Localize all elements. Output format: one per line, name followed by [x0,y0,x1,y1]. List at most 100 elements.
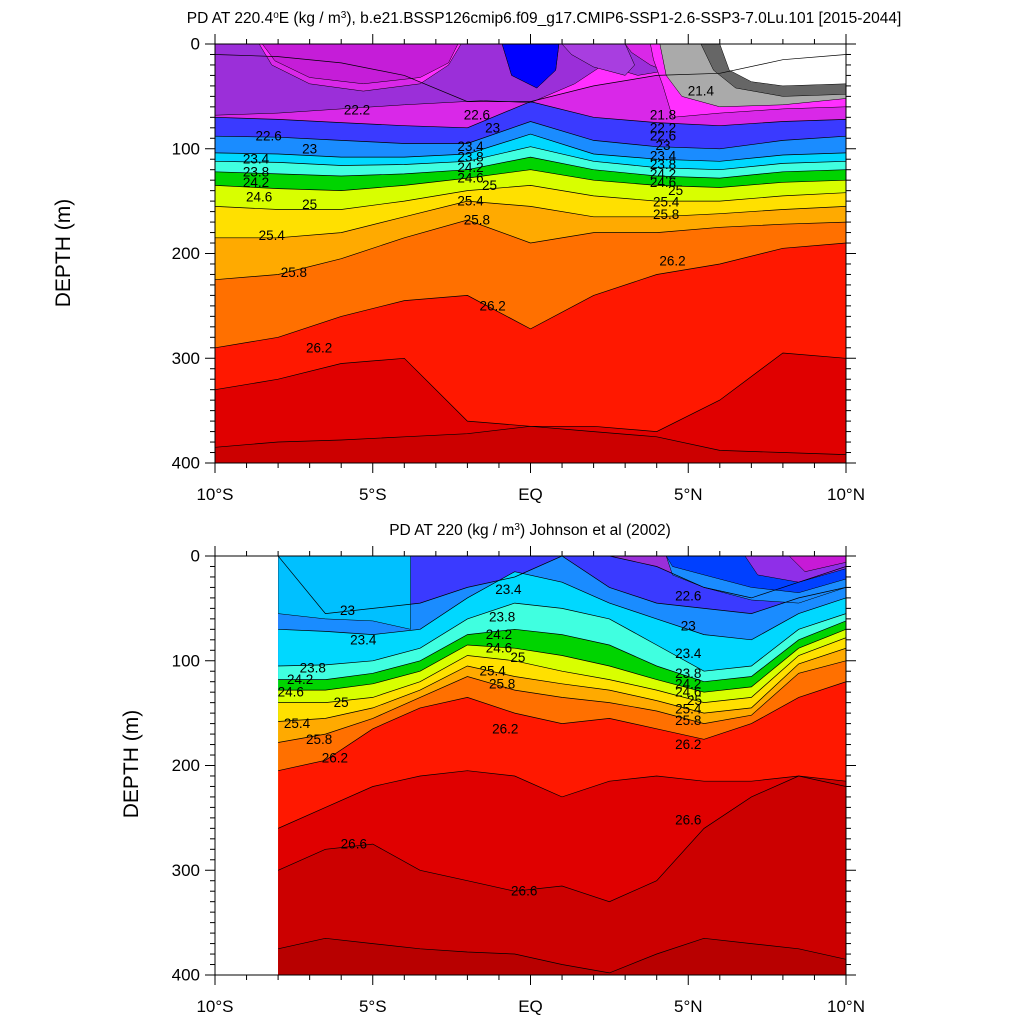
isopycnal-line [278,681,847,772]
isopycnal-line [215,242,846,349]
x-tick-label: 5°N [674,997,703,1016]
contour-label: 23.8 [489,609,515,624]
contour-label: 25 [510,650,525,665]
surface-region [261,44,459,85]
contour-band-27-2 [278,938,847,975]
y-tick-label: 200 [172,756,200,775]
isopycnal-line [278,660,847,743]
contour-label: 24.2 [650,166,676,181]
y-tick-label: 400 [172,966,200,985]
contour-label: 26.2 [322,751,348,766]
surface-region [561,44,635,76]
surface-region [719,44,846,87]
contour-label: 25.4 [653,195,680,210]
contour-label: 24.6 [278,685,304,700]
isopycnal-line [215,219,846,281]
contour-label: 26.2 [675,737,701,752]
y-tick-label: 300 [172,349,200,368]
contour-label: 24.2 [243,175,269,190]
isopycnal-line [215,169,846,191]
x-tick-label: 5°S [359,485,387,504]
contour-label: 21.8 [650,108,676,123]
isopycnal-line [278,775,847,903]
contour-label: 25.4 [284,716,311,731]
contour-label: 26.6 [341,837,367,852]
isopycnal-line [278,620,847,683]
contour-label: 22.6 [675,588,701,603]
panel-title: PD AT 220 (kg / m3) Johnson et al (2002) [389,522,671,540]
contour-label: 25.8 [464,212,490,227]
contour-label: 25.8 [281,265,307,280]
contour-label: 23.8 [650,157,676,172]
contour-label: 24.6 [457,171,483,186]
y-tick-label: 400 [172,454,200,473]
x-tick-label: 5°S [359,997,387,1016]
contour-label: 26.2 [479,298,505,313]
plot-area: 2323.423.824.224.62525.425.826.226.623.4… [172,546,865,1016]
contour-label: 24.6 [486,641,512,656]
y-tick-label: 100 [172,651,200,670]
contour-label: 25 [302,197,317,212]
y-tick-label: 100 [172,139,200,158]
panel-observed: PD AT 220 (kg / m3) Johnson et al (2002)… [120,522,865,1017]
contour-label: 26.6 [675,812,701,827]
contour-label: 23 [485,120,500,135]
contour-label: 23.8 [243,164,269,179]
contour-label: 23.8 [457,150,483,165]
isopycnal-line [278,556,847,614]
isopycnal-line [278,556,847,599]
x-tick-label: 10°N [827,485,865,504]
contour-label: 26.6 [511,884,537,899]
x-tick-label: 5°N [674,485,703,504]
y-tick-label: 200 [172,244,200,263]
contour-label: 23.4 [350,632,377,647]
y-tick-label: 0 [191,35,200,54]
isopycnal-line [215,185,846,210]
contour-label: 23 [302,141,317,156]
contour-label: 25.8 [306,732,332,747]
surface-region [278,556,411,630]
contour-label: 25.4 [457,194,484,209]
contour-label: 25.8 [675,713,701,728]
contour-label: 21.4 [688,84,715,99]
contour-label: 25 [334,695,349,710]
contour-label: 25.8 [489,676,515,691]
isopycnal-line [215,146,846,171]
y-tick-label: 0 [191,547,200,566]
y-axis-title: DEPTH (m) [52,199,75,308]
isopycnal-line [278,602,847,672]
y-tick-label: 300 [172,861,200,880]
x-tick-label: EQ [518,485,543,504]
contour-band-27 [278,776,847,975]
contour-band-27 [215,426,846,463]
contour-label: 25.4 [479,664,506,679]
contour-label: 24.2 [486,627,512,642]
contour-label: 24.2 [675,676,701,691]
contour-label: 25 [482,178,497,193]
isopycnal-line [215,133,846,162]
contour-label: 23.4 [457,139,484,154]
isopycnal-line [215,156,846,179]
isopycnal-line [278,937,847,974]
contour-label: 23.4 [675,646,702,661]
contour-band-26-6 [215,353,846,463]
contour-label: 22.6 [650,129,676,144]
contour-label: 22.6 [464,108,490,123]
isopycnal-line [215,200,846,239]
isopycnal-line [278,637,847,703]
y-axis-title: DEPTH (m) [120,710,143,819]
contour-label: 24.2 [457,160,483,175]
x-tick-label: 10°S [196,997,233,1016]
contour-label: 26.2 [492,721,518,736]
contour-label: 24.6 [246,189,272,204]
contour-label: 25.4 [675,701,702,716]
panel-model: PD AT 220.4oE (kg / m3), b.e21.BSSP126cm… [52,10,901,505]
contour-label: 23.4 [650,149,677,164]
contour-label: 23 [340,603,355,618]
contour-label: 23.4 [495,582,522,597]
isopycnal-line [278,571,847,641]
contour-label: 24.6 [675,685,701,700]
contour-label: 26.2 [659,253,685,268]
